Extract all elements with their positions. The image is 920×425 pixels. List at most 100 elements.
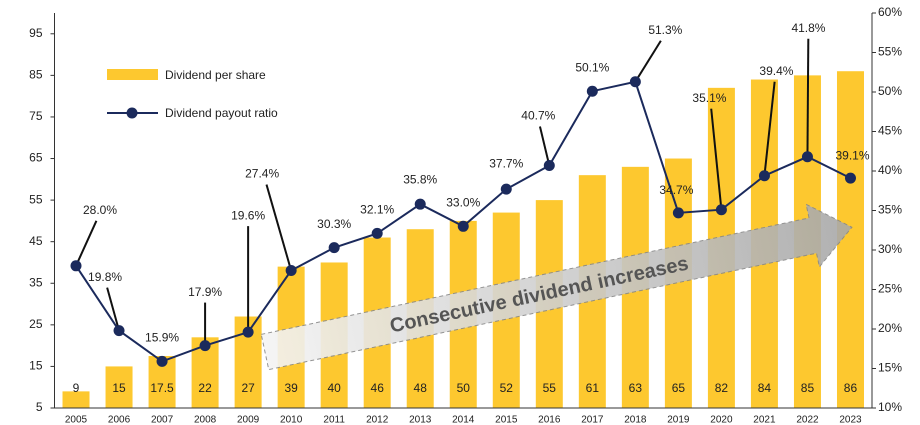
bar bbox=[62, 391, 90, 408]
ratio-value-label: 34.7% bbox=[659, 183, 693, 197]
y2-tick-label: 45% bbox=[878, 124, 902, 138]
bar-value-label: 50 bbox=[457, 381, 471, 395]
ratio-value-label: 35.1% bbox=[692, 91, 726, 105]
x-tick-label: 2020 bbox=[710, 415, 733, 425]
ratio-value-label: 39.1% bbox=[835, 148, 869, 162]
ratio-point bbox=[457, 220, 469, 232]
bars bbox=[62, 71, 864, 409]
ratio-value-label: 30.3% bbox=[317, 217, 351, 231]
x-tick-label: 2008 bbox=[194, 415, 217, 425]
x-tick-label: 2014 bbox=[452, 415, 475, 425]
bar-value-label: 17.5 bbox=[150, 381, 174, 395]
ratio-value-label: 32.1% bbox=[360, 203, 394, 217]
bar-value-label: 82 bbox=[715, 381, 729, 395]
legend-label: Dividend per share bbox=[165, 68, 266, 82]
ratio-value-label: 19.8% bbox=[88, 270, 122, 284]
y-tick-label: 85 bbox=[29, 68, 43, 82]
ratio-value-label: 15.9% bbox=[145, 331, 179, 345]
ratio-value-label: 19.6% bbox=[231, 208, 265, 222]
ratio-value-label: 33.0% bbox=[446, 195, 480, 209]
ratio-value-label: 37.7% bbox=[489, 156, 523, 170]
bar-value-label: 61 bbox=[586, 381, 600, 395]
x-tick-label: 2021 bbox=[753, 415, 776, 425]
y2-tick-label: 15% bbox=[878, 361, 902, 375]
arrow-shape bbox=[260, 203, 853, 371]
legend-swatch-bar bbox=[107, 69, 158, 80]
ratio-value-label: 51.3% bbox=[648, 23, 682, 37]
x-tick-label: 2023 bbox=[839, 415, 862, 425]
bar-value-label: 63 bbox=[629, 381, 643, 395]
y2-tick-label: 40% bbox=[878, 163, 902, 177]
ratio-point bbox=[242, 326, 254, 338]
ratio-point bbox=[285, 265, 297, 277]
y2-tick-label: 10% bbox=[878, 400, 902, 414]
ratio-value-label: 27.4% bbox=[245, 167, 279, 181]
y-tick-label: 35 bbox=[29, 275, 43, 289]
y2-tick-label: 55% bbox=[878, 45, 902, 59]
leader-line bbox=[763, 81, 776, 176]
ratio-point bbox=[672, 207, 684, 219]
y2-tick-label: 60% bbox=[878, 5, 902, 19]
ratio-point bbox=[801, 151, 813, 163]
ratio-value-label: 17.9% bbox=[188, 285, 222, 299]
ratio-value-label: 50.1% bbox=[575, 60, 609, 74]
ratio-point bbox=[199, 340, 211, 352]
y-tick-label: 5 bbox=[36, 400, 43, 414]
bar-value-label: 55 bbox=[543, 381, 557, 395]
ratio-point bbox=[629, 76, 641, 88]
y-tick-label: 75 bbox=[29, 109, 43, 123]
y2-tick-label: 30% bbox=[878, 242, 902, 256]
x-tick-label: 2012 bbox=[366, 415, 389, 425]
ratio-value-label: 41.8% bbox=[791, 21, 825, 35]
y-tick-label: 15 bbox=[29, 359, 43, 373]
y2-tick-label: 50% bbox=[878, 84, 902, 98]
bar-value-label: 52 bbox=[500, 381, 514, 395]
x-tick-label: 2006 bbox=[108, 415, 131, 425]
leader-line bbox=[75, 220, 98, 267]
ratio-point bbox=[586, 85, 598, 97]
ratio-point bbox=[844, 172, 856, 184]
ratio-point bbox=[543, 159, 555, 171]
ratio-point bbox=[156, 355, 168, 367]
y2-tick-label: 25% bbox=[878, 282, 902, 296]
bar-value-label: 86 bbox=[844, 381, 858, 395]
ratio-point bbox=[715, 204, 727, 216]
bar-value-label: 27 bbox=[241, 381, 255, 395]
bar-value-label: 39 bbox=[284, 381, 298, 395]
x-tick-label: 2015 bbox=[495, 415, 518, 425]
y-tick-label: 25 bbox=[29, 317, 43, 331]
bar-value-label: 22 bbox=[198, 381, 212, 395]
y-tick-label: 95 bbox=[29, 26, 43, 40]
bar-value-label: 9 bbox=[73, 381, 80, 395]
leader-line bbox=[806, 38, 810, 157]
leader-line bbox=[106, 287, 121, 331]
x-tick-label: 2022 bbox=[796, 415, 819, 425]
bar-value-label: 15 bbox=[112, 381, 126, 395]
x-tick-label: 2019 bbox=[667, 415, 690, 425]
leader-line bbox=[710, 108, 723, 210]
ratio-value-label: 28.0% bbox=[83, 203, 117, 217]
bar bbox=[105, 366, 133, 408]
y2-tick-label: 35% bbox=[878, 203, 902, 217]
leader-line bbox=[634, 40, 662, 83]
x-tick-label: 2013 bbox=[409, 415, 432, 425]
bar-value-label: 85 bbox=[801, 381, 815, 395]
ratio-point bbox=[500, 183, 512, 195]
legend-label: Dividend payout ratio bbox=[165, 106, 278, 120]
ratio-point bbox=[758, 170, 770, 182]
bar-value-label: 48 bbox=[414, 381, 428, 395]
bar-value-label: 65 bbox=[672, 381, 686, 395]
legend-swatch-point bbox=[126, 107, 138, 119]
ratio-point bbox=[371, 227, 383, 239]
bar-value-label: 40 bbox=[327, 381, 341, 395]
x-tick-label: 2017 bbox=[581, 415, 604, 425]
ratio-value-label: 39.4% bbox=[759, 64, 793, 78]
y2-tick-label: 20% bbox=[878, 321, 902, 335]
ratio-value-label: 40.7% bbox=[521, 109, 555, 123]
x-tick-label: 2016 bbox=[538, 415, 561, 425]
y-tick-label: 45 bbox=[29, 234, 43, 248]
ratio-point bbox=[414, 198, 426, 210]
y-tick-label: 65 bbox=[29, 151, 43, 165]
x-tick-label: 2018 bbox=[624, 415, 647, 425]
